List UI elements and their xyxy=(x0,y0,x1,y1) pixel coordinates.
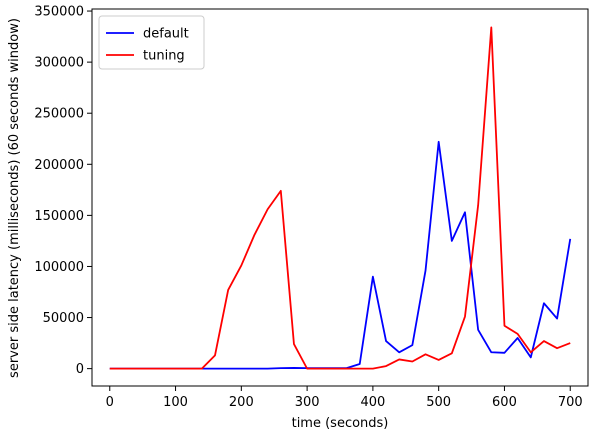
x-tick-label: 300 xyxy=(295,395,320,410)
y-tick-label: 150000 xyxy=(34,209,84,224)
plot-frame xyxy=(91,8,589,387)
y-tick-label: 100000 xyxy=(34,260,84,275)
x-tick-label: 600 xyxy=(492,395,517,410)
y-axis-ticks: 0 50000 100000 150000 200000 250000 300000 3500… xyxy=(34,5,92,377)
series-line-tuning xyxy=(109,26,571,370)
legend: default tuning xyxy=(98,15,205,70)
x-tick-label: 500 xyxy=(426,395,451,410)
y-tick-label: 50000 xyxy=(43,311,84,326)
legend-label-tuning: tuning xyxy=(143,49,185,64)
y-tick-label: 350000 xyxy=(34,5,84,20)
x-tick-label: 0 xyxy=(106,395,114,410)
y-tick-label: 0 xyxy=(76,362,84,377)
y-tick-label: 200000 xyxy=(34,158,84,173)
y-axis-label: server side latency (milliseconds) (60 s… xyxy=(7,18,22,378)
x-tick-label: 200 xyxy=(229,395,254,410)
y-tick-label: 250000 xyxy=(34,107,84,122)
series-layer xyxy=(109,26,572,370)
y-tick-label: 300000 xyxy=(34,56,84,71)
x-tick-label: 100 xyxy=(163,395,188,410)
x-tick-label: 400 xyxy=(360,395,385,410)
legend-label-default: default xyxy=(143,27,189,42)
x-axis-label: time (seconds) xyxy=(292,416,389,431)
plot-background xyxy=(92,9,588,386)
x-axis-ticks: 0 100 200 300 400 500 600 700 xyxy=(106,386,583,410)
x-tick-label: 700 xyxy=(558,395,583,410)
